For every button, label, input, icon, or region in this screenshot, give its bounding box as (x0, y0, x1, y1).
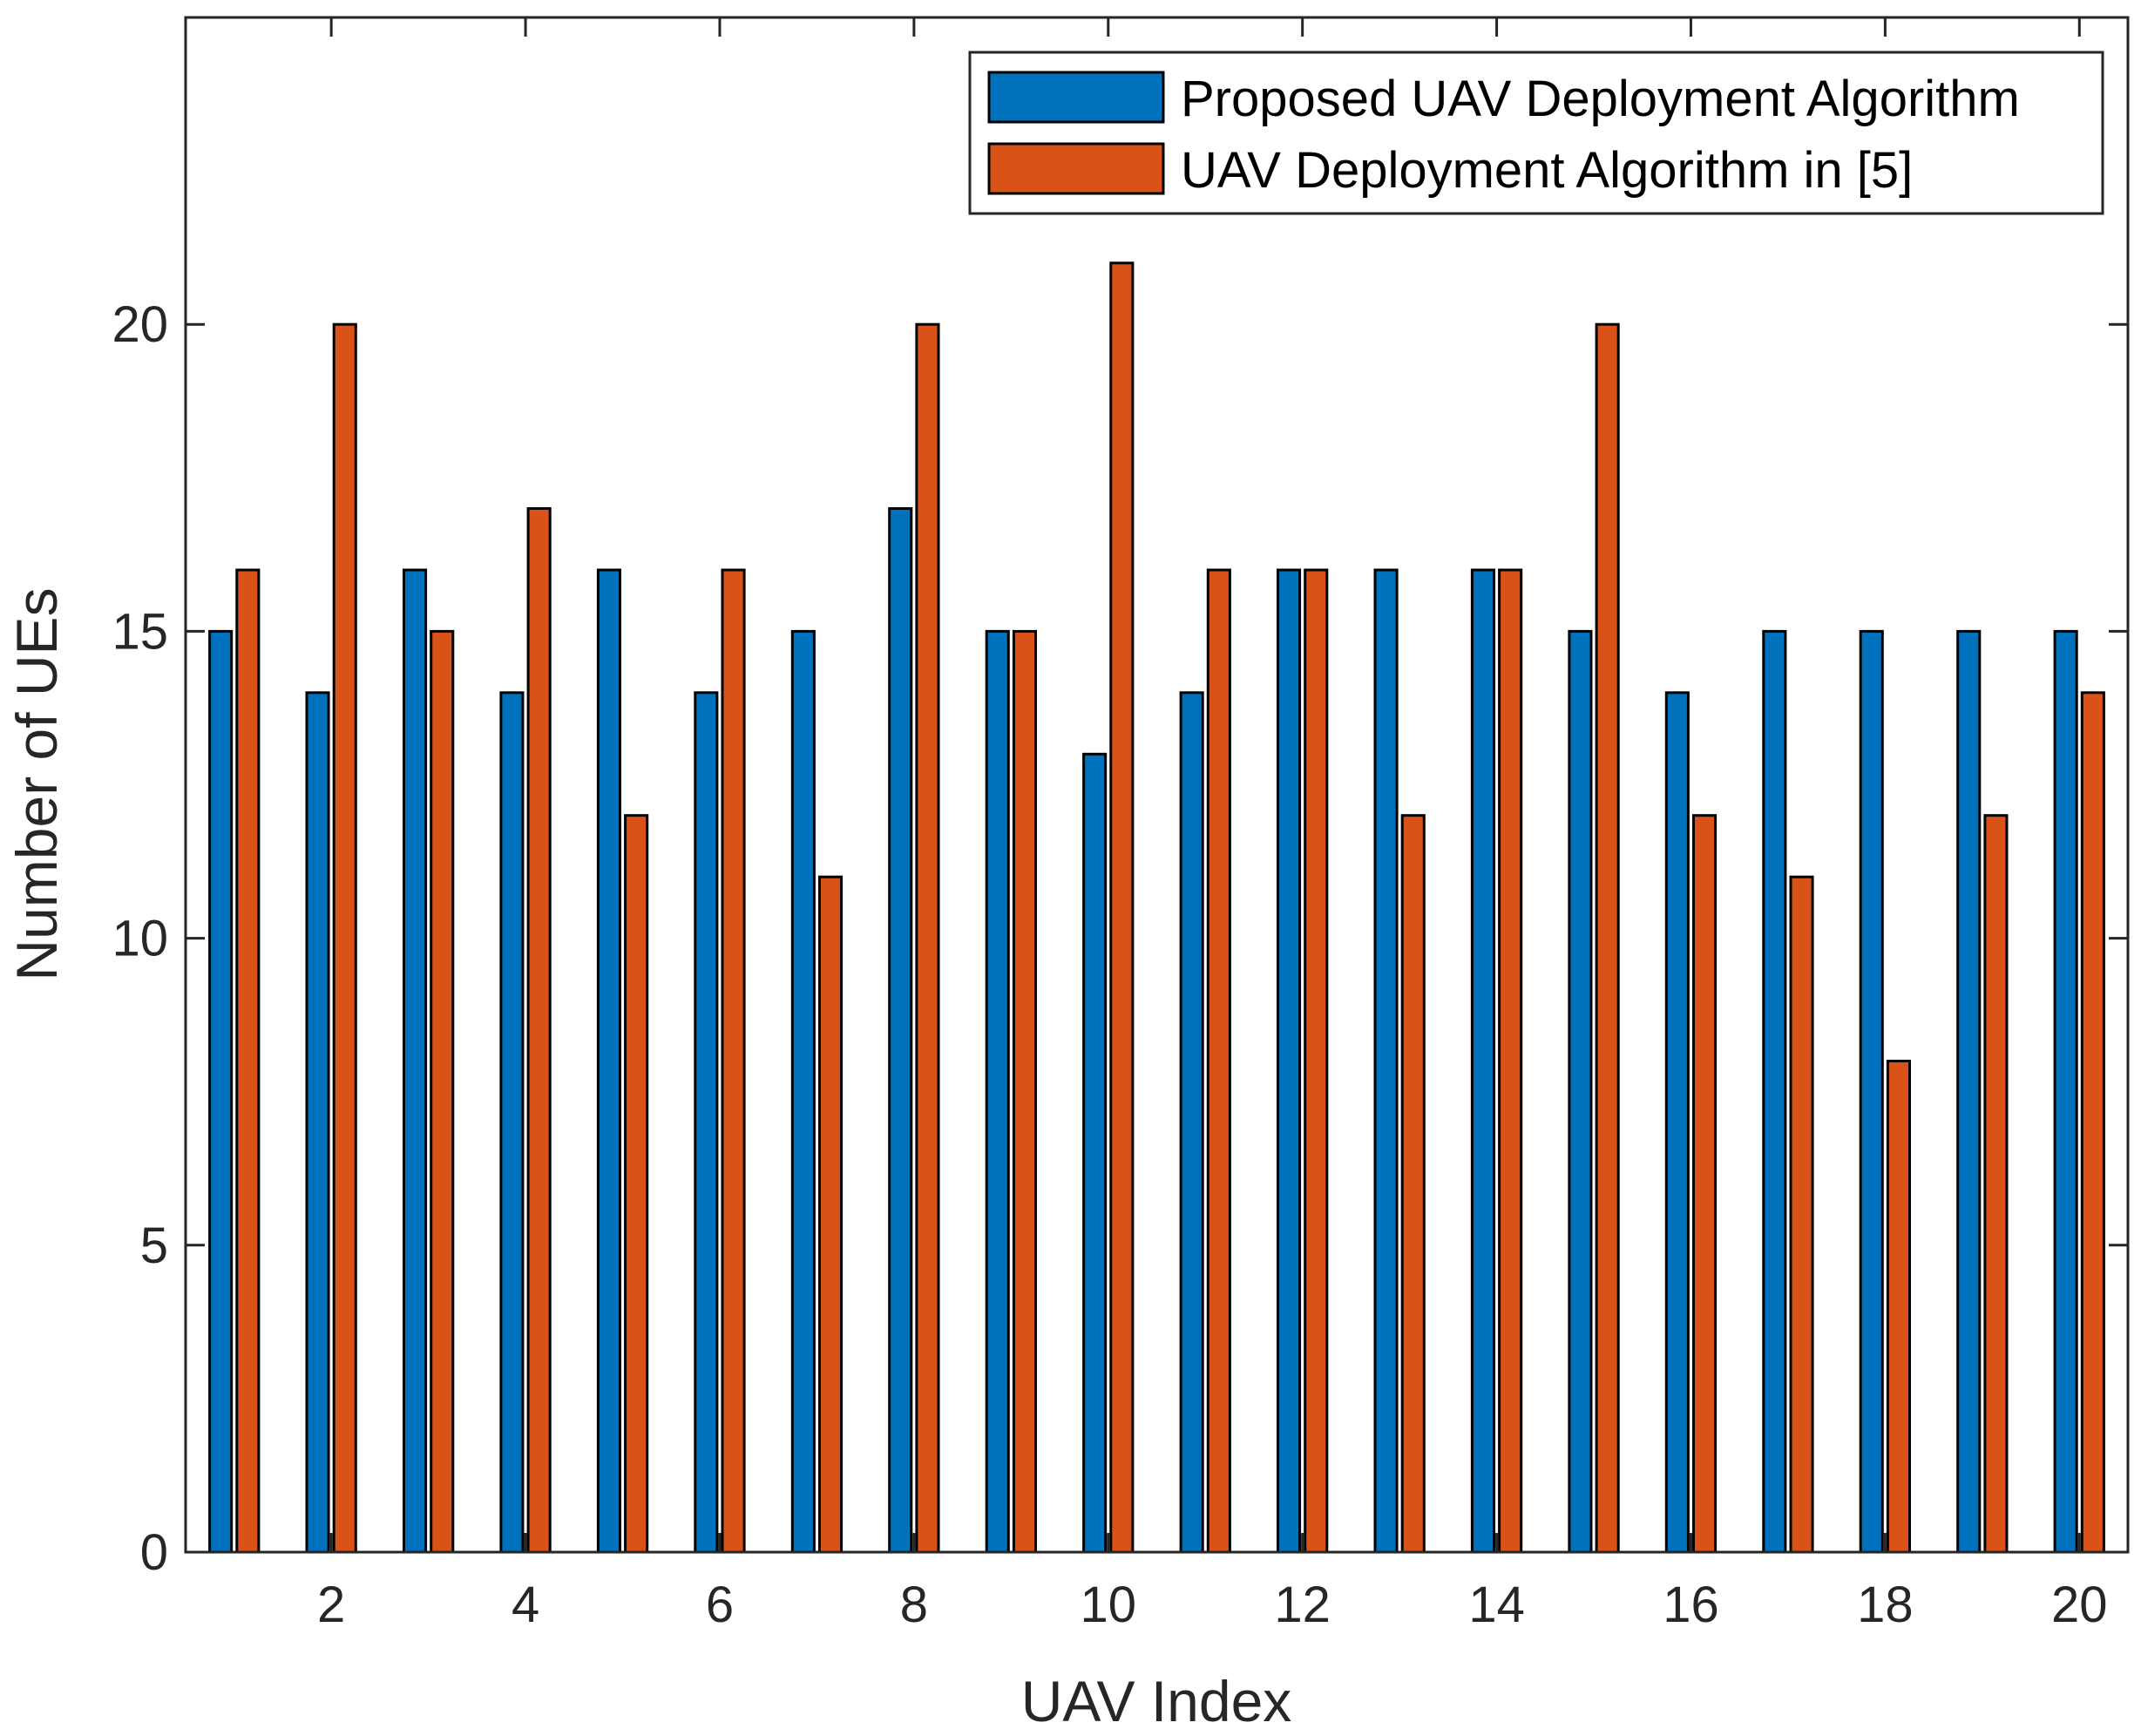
bar-baseline-uav-15 (1595, 322, 1620, 1554)
x-tick-label-20: 20 (2051, 1577, 2108, 1633)
x-tick-label-6: 6 (706, 1577, 734, 1633)
bar-baseline-uav-11 (1206, 568, 1231, 1554)
bar-baseline-uav-1 (235, 568, 261, 1554)
bar-baseline-uav-3 (430, 629, 455, 1554)
bar-proposed-uav-6 (694, 691, 719, 1554)
y-tick-label-20: 20 (112, 296, 168, 353)
x-tick-label-8: 8 (900, 1577, 928, 1633)
bar-baseline-uav-4 (526, 507, 552, 1554)
bar-baseline-uav-18 (1886, 1060, 1911, 1554)
bar-proposed-uav-12 (1277, 568, 1302, 1554)
x-tick-label-12: 12 (1274, 1577, 1331, 1633)
x-tick-label-16: 16 (1663, 1577, 1719, 1633)
bar-baseline-uav-2 (332, 322, 357, 1554)
bar-baseline-uav-17 (1789, 875, 1814, 1554)
legend-swatch-baseline (987, 142, 1165, 195)
bar-proposed-uav-3 (403, 568, 428, 1554)
bar-baseline-uav-10 (1109, 261, 1135, 1554)
x-axis-title: UAV Index (1021, 1669, 1292, 1733)
plot-area-frame (184, 16, 2130, 1554)
axis-tick-labels: 0 5 10 15 20 2 4 6 8 10 12 14 16 18 20 (112, 296, 2107, 1633)
bar-proposed-uav-9 (985, 629, 1010, 1554)
y-tick-label-15: 15 (112, 603, 168, 660)
legend: Proposed UAV Deployment Algorithm UAV De… (968, 51, 2104, 215)
bar-proposed-uav-17 (1762, 629, 1787, 1554)
legend-label-proposed: Proposed UAV Deployment Algorithm (1181, 71, 2020, 127)
y-tick-label-0: 0 (140, 1524, 168, 1581)
x-tick-label-2: 2 (317, 1577, 345, 1633)
bar-proposed-uav-7 (790, 629, 816, 1554)
bar-proposed-uav-19 (1956, 629, 1982, 1554)
bar-proposed-uav-1 (208, 629, 234, 1554)
bars-group (208, 261, 2105, 1554)
bar-baseline-uav-20 (2080, 691, 2105, 1554)
x-tick-label-10: 10 (1081, 1577, 1137, 1633)
legend-swatch-proposed (987, 71, 1165, 124)
bar-proposed-uav-8 (888, 507, 913, 1554)
x-tick-label-18: 18 (1857, 1577, 1914, 1633)
bar-proposed-uav-15 (1568, 629, 1593, 1554)
bar-baseline-uav-6 (721, 568, 746, 1554)
bar-proposed-uav-20 (2053, 629, 2078, 1554)
bar-baseline-uav-14 (1498, 568, 1523, 1554)
y-tick-label-5: 5 (140, 1217, 168, 1274)
bar-proposed-uav-14 (1470, 568, 1496, 1554)
x-tick-label-4: 4 (512, 1577, 539, 1633)
bar-proposed-uav-2 (305, 691, 330, 1554)
bar-baseline-uav-12 (1304, 568, 1329, 1554)
y-tick-label-10: 10 (112, 911, 168, 967)
x-tick-label-14: 14 (1468, 1577, 1525, 1633)
bar-baseline-uav-8 (915, 322, 940, 1554)
bar-baseline-uav-5 (624, 814, 649, 1554)
bar-proposed-uav-10 (1082, 752, 1108, 1554)
bar-proposed-uav-4 (499, 691, 525, 1554)
bar-proposed-uav-13 (1373, 568, 1399, 1554)
legend-label-baseline: UAV Deployment Algorithm in [5] (1181, 142, 1913, 199)
bar-baseline-uav-13 (1400, 814, 1426, 1554)
bar-proposed-uav-18 (1859, 629, 1884, 1554)
bar-baseline-uav-7 (818, 875, 844, 1554)
y-axis-title: Number of UEs (4, 587, 69, 980)
bar-baseline-uav-9 (1012, 629, 1038, 1554)
bar-baseline-uav-16 (1692, 814, 1718, 1554)
bar-proposed-uav-11 (1179, 691, 1204, 1554)
bar-proposed-uav-16 (1664, 691, 1690, 1554)
bar-proposed-uav-5 (596, 568, 622, 1554)
axis-ticks (186, 17, 2128, 1554)
bar-baseline-uav-19 (1983, 814, 2009, 1554)
